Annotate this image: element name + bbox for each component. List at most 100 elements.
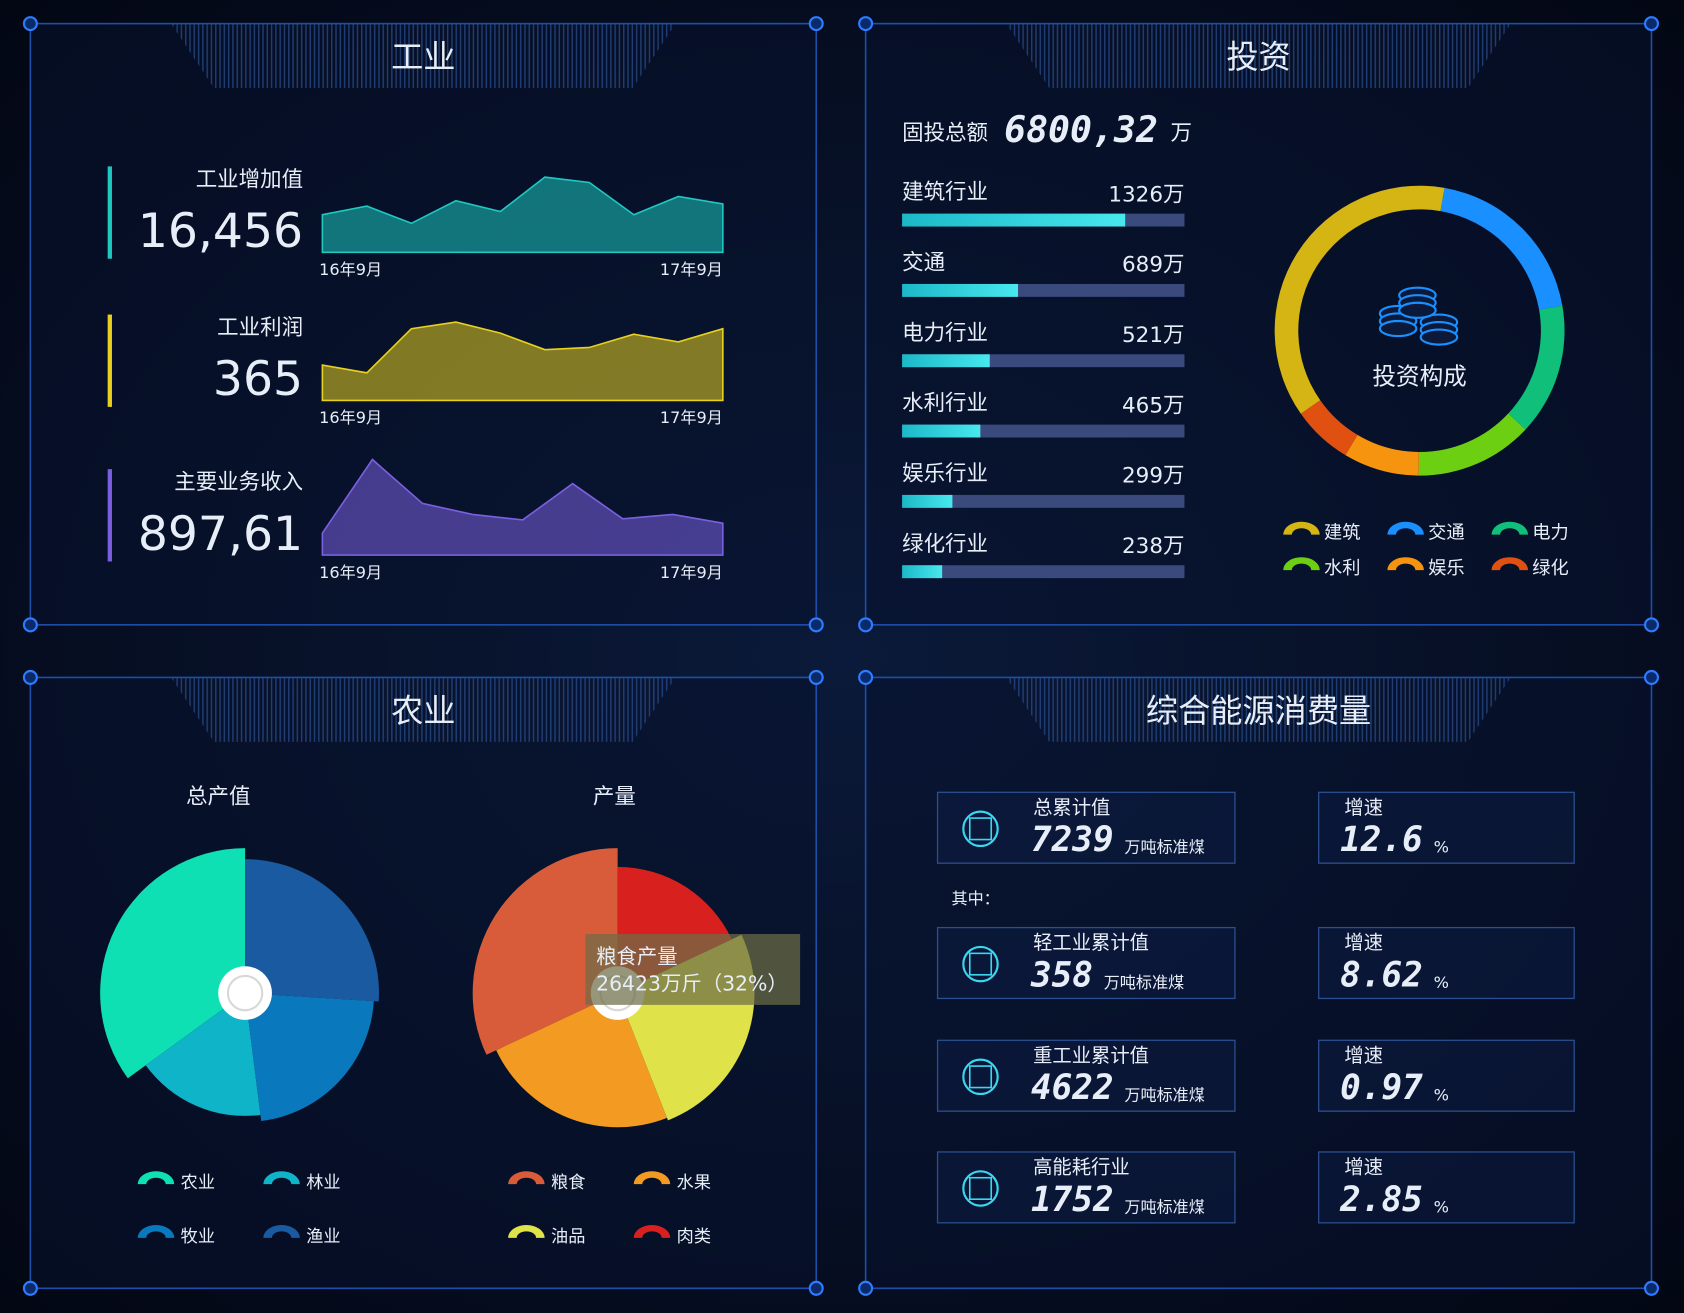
corner-dot [808, 669, 824, 685]
donut-segment [1418, 413, 1526, 476]
date-label: 17年9月 [660, 563, 723, 582]
bar-value: 689万 [1122, 253, 1184, 278]
bar-track [902, 494, 1185, 508]
tooltip-text: 26423万斤（32%） [596, 971, 788, 995]
corner-dot [22, 617, 38, 633]
speed-unit: % [1434, 838, 1449, 857]
speed-box [1318, 791, 1575, 864]
corner-dot [808, 16, 824, 32]
legend-icon [1491, 557, 1529, 571]
legend-label: 油品 [551, 1227, 585, 1247]
energy-icon [968, 817, 993, 841]
speed-value: 2.85 [1339, 1180, 1423, 1220]
coin-icon [1398, 301, 1437, 319]
date-label: 17年9月 [660, 408, 723, 427]
energy-unit: 万吨标准煤 [1124, 1197, 1204, 1216]
bar-value: 238万 [1122, 534, 1184, 559]
legend-label: 水利 [1324, 558, 1360, 579]
rose-slice [245, 859, 379, 1002]
speed-value: 0.97 [1340, 1068, 1423, 1108]
corner-dot [858, 1280, 874, 1296]
panel-title: 工业 [391, 38, 455, 76]
energy-icon [962, 945, 999, 983]
corner-dot [1643, 617, 1660, 633]
panel-title: 综合能源消费量 [1146, 692, 1371, 730]
energy-value: 358 [1030, 955, 1093, 995]
energy-icon [962, 810, 999, 848]
energy-label: 重工业累计值 [1033, 1044, 1149, 1067]
energy-value: 7239 [1031, 820, 1114, 860]
date-label: 16年9月 [319, 408, 382, 427]
energy-box [936, 926, 1236, 1000]
speed-label: 增速 [1344, 931, 1383, 954]
energy-icon [962, 1058, 999, 1096]
bar [902, 565, 943, 579]
trend-area [321, 458, 724, 556]
panel-frames [22, 16, 1660, 1296]
energy-box [936, 1151, 1236, 1224]
bar-label: 建筑行业 [902, 180, 988, 205]
legend-label: 交通 [1428, 523, 1464, 544]
bar-value: 465万 [1122, 393, 1184, 418]
metric-value: 897,61 [138, 507, 303, 562]
speed-value: 12.6 [1340, 820, 1423, 860]
legend-icon [633, 1171, 671, 1185]
donut-segment [1508, 305, 1565, 430]
rose-slice [496, 993, 668, 1128]
coin-icon [1419, 328, 1459, 346]
legend-icon [137, 1171, 175, 1185]
metric-value: 16,456 [138, 204, 303, 259]
energy-unit: 万吨标准煤 [1124, 1086, 1204, 1105]
energy-icon [968, 1065, 993, 1089]
bar-value: 299万 [1122, 464, 1184, 489]
accent-bar [107, 166, 112, 259]
energy-box [936, 791, 1236, 864]
corner-dot [808, 1280, 824, 1296]
pie-center [218, 966, 272, 1020]
speed-box [1318, 1151, 1575, 1224]
legend-icon [1491, 521, 1529, 535]
speed-label: 增速 [1344, 1044, 1383, 1067]
tooltip [585, 934, 801, 1005]
speed-unit: % [1434, 1197, 1449, 1216]
panel-header [1006, 23, 1511, 89]
pie-title: 总产值 [186, 785, 250, 810]
corner-dot [1643, 669, 1660, 685]
bar [902, 354, 990, 368]
speed-unit: % [1434, 973, 1449, 992]
energy-icon [968, 952, 993, 976]
pie-title: 产量 [593, 785, 636, 810]
panel-header [171, 23, 676, 89]
energy-value: 4622 [1031, 1068, 1114, 1108]
bar-label: 水利行业 [902, 391, 988, 416]
coin-icon [1378, 319, 1418, 338]
bar-track [902, 565, 1185, 579]
total-value: 6800,32 [1004, 108, 1158, 151]
donut-segment [1345, 434, 1419, 476]
corner-dot [22, 16, 38, 32]
bar [902, 213, 1126, 227]
legend-label: 渔业 [306, 1227, 340, 1247]
energy-label: 轻工业累计值 [1033, 931, 1149, 954]
panel-title: 投资 [1226, 38, 1290, 76]
metric-label: 主要业务收入 [174, 470, 303, 495]
donut-title: 投资构成 [1372, 362, 1466, 390]
pie-center-ring [226, 974, 264, 1012]
bar-label: 绿化行业 [902, 532, 988, 557]
legend-icon [263, 1171, 300, 1185]
bar-label: 娱乐行业 [902, 462, 988, 487]
bar [902, 424, 981, 438]
accent-bar [107, 314, 112, 407]
legend-label: 粮食 [551, 1173, 585, 1193]
corner-dot [22, 1280, 38, 1296]
date-label: 17年9月 [660, 260, 723, 279]
rose-slice [100, 848, 246, 1079]
total-unit: 万 [1171, 121, 1192, 146]
energy-label: 总累计值 [1033, 796, 1110, 819]
speed-box [1318, 926, 1575, 1000]
panel-header [171, 677, 676, 742]
metric-label: 工业利润 [217, 316, 303, 341]
legend-icon [263, 1224, 300, 1238]
date-label: 16年9月 [319, 260, 382, 279]
